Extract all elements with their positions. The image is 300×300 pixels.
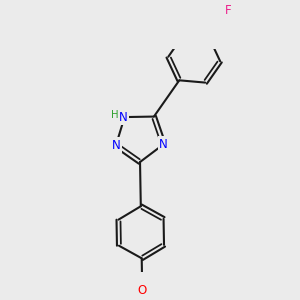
Text: F: F <box>225 4 232 17</box>
Text: N: N <box>112 139 120 152</box>
Text: H: H <box>111 110 119 120</box>
Text: N: N <box>119 111 128 124</box>
Text: O: O <box>138 284 147 297</box>
Text: N: N <box>159 138 168 151</box>
